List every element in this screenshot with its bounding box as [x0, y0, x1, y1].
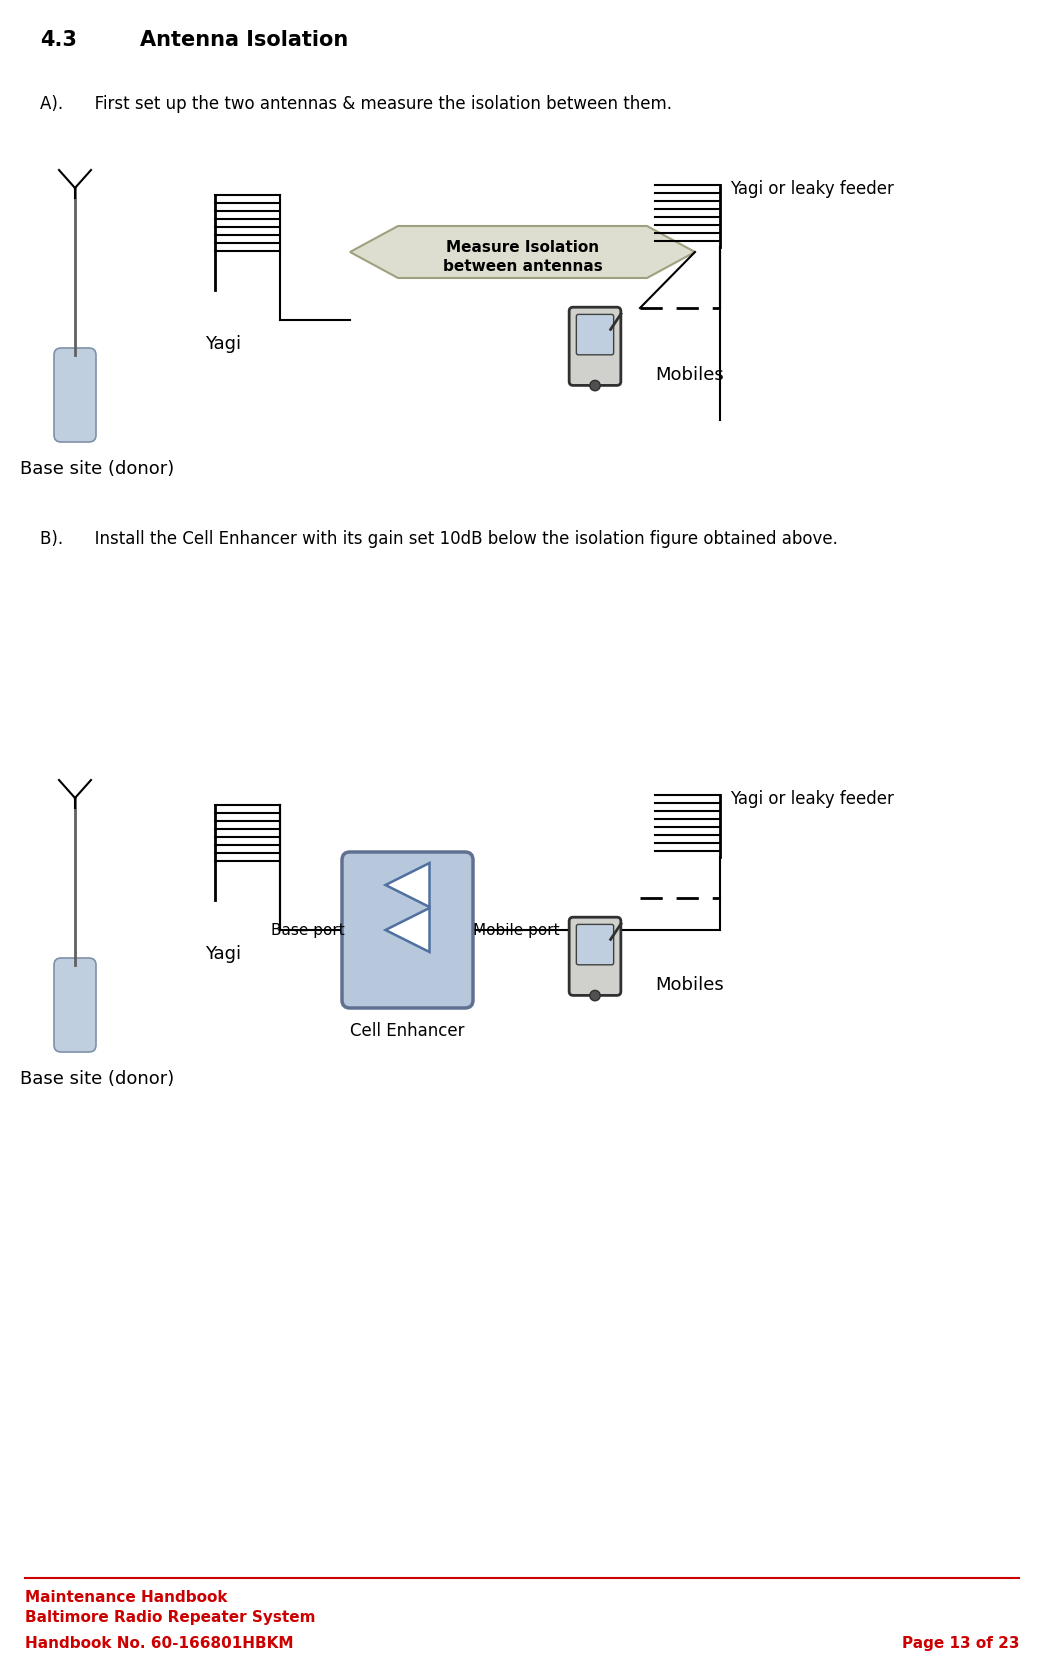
Polygon shape	[350, 227, 695, 278]
Text: Base site (donor): Base site (donor)	[20, 460, 174, 478]
Text: Yagi or leaky feeder: Yagi or leaky feeder	[730, 180, 894, 198]
Text: Yagi: Yagi	[205, 945, 241, 963]
Text: Page 13 of 23: Page 13 of 23	[902, 1636, 1019, 1651]
Text: between antennas: between antennas	[443, 258, 602, 273]
Polygon shape	[385, 863, 429, 906]
Text: 4.3: 4.3	[40, 30, 77, 50]
Polygon shape	[385, 908, 429, 951]
Circle shape	[590, 990, 600, 1001]
FancyBboxPatch shape	[54, 958, 96, 1051]
Text: Measure Isolation: Measure Isolation	[446, 240, 599, 255]
Text: Base site (donor): Base site (donor)	[20, 1070, 174, 1088]
FancyBboxPatch shape	[576, 315, 614, 355]
FancyBboxPatch shape	[576, 925, 614, 965]
Text: Mobiles: Mobiles	[655, 367, 723, 383]
Text: Baltimore Radio Repeater System: Baltimore Radio Repeater System	[25, 1609, 315, 1624]
Text: Handbook No. 60-166801HBKM: Handbook No. 60-166801HBKM	[25, 1636, 293, 1651]
Text: Yagi or leaky feeder: Yagi or leaky feeder	[730, 790, 894, 808]
Circle shape	[590, 380, 600, 392]
Text: B).      Install the Cell Enhancer with its gain set 10dB below the isolation fi: B). Install the Cell Enhancer with its g…	[40, 530, 838, 548]
FancyBboxPatch shape	[54, 348, 96, 441]
Text: A).      First set up the two antennas & measure the isolation between them.: A). First set up the two antennas & meas…	[40, 95, 672, 113]
FancyBboxPatch shape	[342, 851, 473, 1008]
Text: Mobile port: Mobile port	[473, 923, 560, 938]
FancyBboxPatch shape	[569, 307, 621, 385]
Text: Maintenance Handbook: Maintenance Handbook	[25, 1589, 228, 1604]
Text: Base port: Base port	[271, 923, 345, 938]
Text: Mobiles: Mobiles	[655, 976, 723, 995]
Text: Antenna Isolation: Antenna Isolation	[140, 30, 349, 50]
Text: Yagi: Yagi	[205, 335, 241, 353]
FancyBboxPatch shape	[569, 918, 621, 995]
Text: Cell Enhancer: Cell Enhancer	[350, 1021, 465, 1040]
